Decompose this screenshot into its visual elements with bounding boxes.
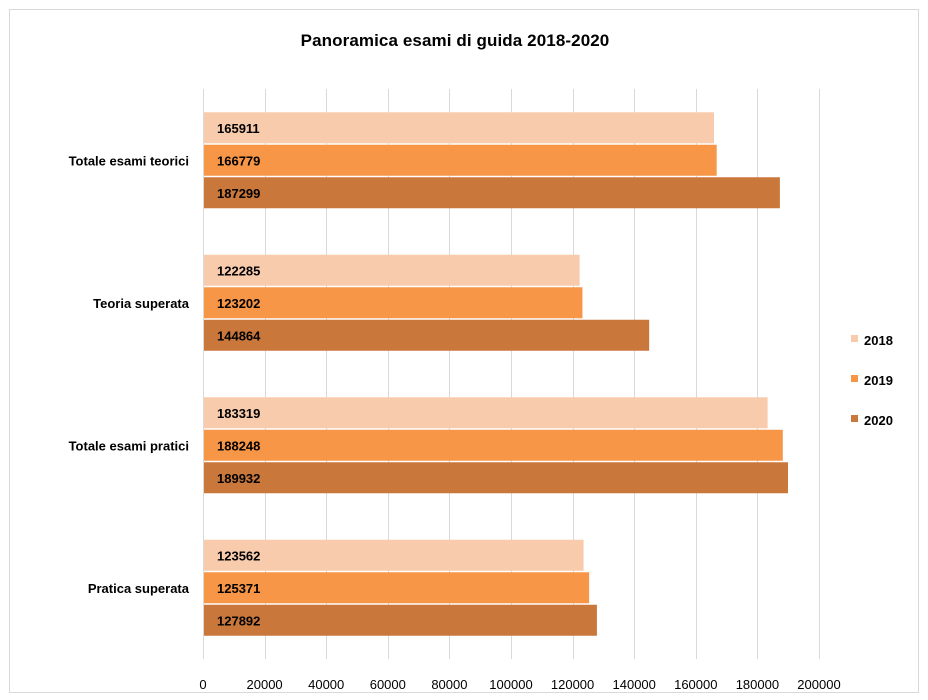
bar-totale-esami-pratici-2018	[203, 397, 768, 429]
x-tick-label-100000: 100000	[489, 677, 532, 692]
x-tick-label-120000: 120000	[551, 677, 594, 692]
data-label-totale-esami-pratici-2019: 188248	[217, 438, 260, 453]
data-label-totale-esami-teorici-2018: 165911	[217, 121, 260, 136]
data-label-totale-esami-pratici-2018: 183319	[217, 406, 260, 421]
category-label-totale-esami-pratici: Totale esami pratici	[69, 438, 189, 453]
category-label-pratica-superata: Pratica superata	[88, 581, 190, 596]
x-tick-label-20000: 20000	[247, 677, 283, 692]
bar-teoria-superata-2018	[203, 254, 580, 286]
data-label-totale-esami-teorici-2019: 166779	[217, 153, 260, 168]
data-label-pratica-superata-2020: 127892	[217, 613, 260, 628]
data-label-totale-esami-teorici-2020: 187299	[217, 186, 260, 201]
x-tick-label-0: 0	[199, 677, 206, 692]
legend-label-2018: 2018	[864, 333, 893, 348]
bar-totale-esami-teorici-2018	[203, 112, 715, 144]
legend-swatch-2018	[851, 335, 858, 342]
bar-pratica-superata-2018	[203, 539, 584, 571]
bar-teoria-superata-2020	[203, 319, 650, 351]
data-label-teoria-superata-2020: 144864	[217, 328, 261, 343]
bar-totale-esami-pratici-2019	[203, 429, 783, 461]
bar-totale-esami-teorici-2020	[203, 177, 780, 209]
legend-label-2019: 2019	[864, 373, 893, 388]
data-label-pratica-superata-2019: 125371	[217, 581, 260, 596]
bar-totale-esami-teorici-2019	[203, 144, 717, 176]
x-tick-label-200000: 200000	[797, 677, 840, 692]
x-tick-label-160000: 160000	[674, 677, 717, 692]
data-label-pratica-superata-2018: 123562	[217, 548, 260, 563]
data-label-teoria-superata-2019: 123202	[217, 296, 260, 311]
bar-teoria-superata-2019	[203, 287, 583, 319]
x-tick-label-40000: 40000	[308, 677, 344, 692]
legend-swatch-2020	[851, 415, 858, 422]
bar-totale-esami-pratici-2020	[203, 462, 788, 494]
x-tick-label-180000: 180000	[736, 677, 779, 692]
bar-pratica-superata-2020	[203, 604, 597, 636]
category-label-totale-esami-teorici: Totale esami teorici	[69, 153, 189, 168]
x-tick-label-80000: 80000	[431, 677, 467, 692]
data-label-totale-esami-pratici-2020: 189932	[217, 471, 260, 486]
bar-pratica-superata-2019	[203, 572, 590, 604]
category-label-teoria-superata: Teoria superata	[93, 296, 190, 311]
chart-title: Panoramica esami di guida 2018-2020	[300, 31, 610, 50]
legend-label-2020: 2020	[864, 413, 893, 428]
data-label-teoria-superata-2018: 122285	[217, 263, 260, 278]
legend-swatch-2019	[851, 375, 858, 382]
x-tick-label-140000: 140000	[613, 677, 656, 692]
chart-frame	[9, 9, 919, 693]
x-tick-label-60000: 60000	[370, 677, 406, 692]
